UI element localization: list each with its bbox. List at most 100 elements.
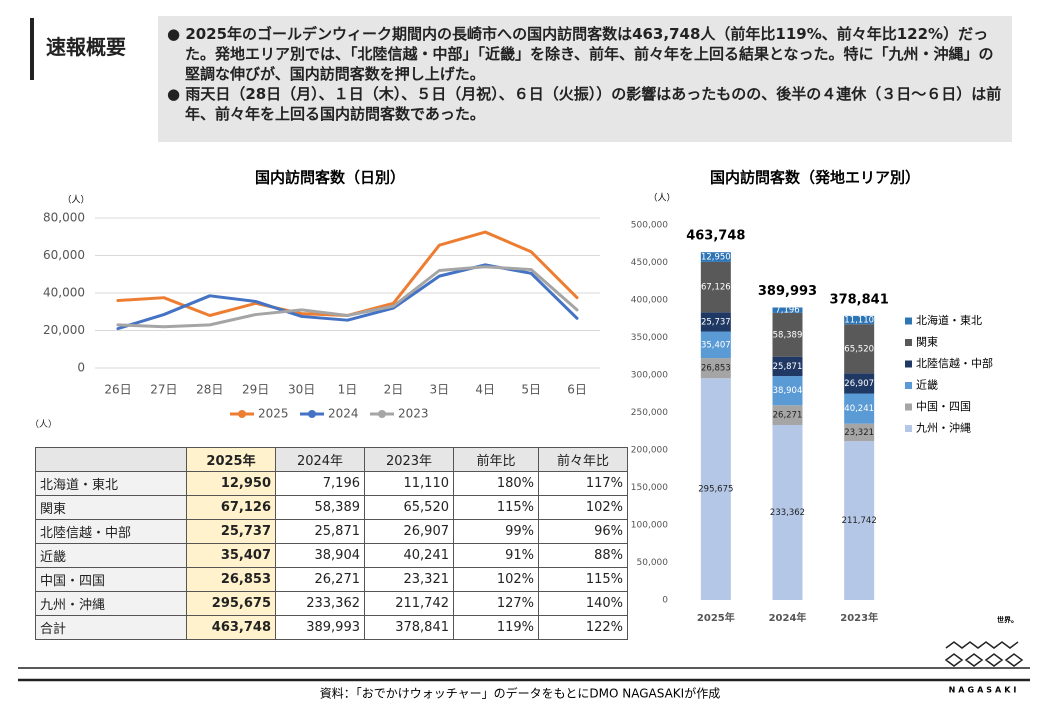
x-tick-label: 5日 [521,383,541,397]
x-tick-label: 2024年 [769,611,807,624]
table-cell: 関東 [35,495,187,520]
table-cell: 58,389 [275,495,365,520]
x-tick-label: 26日 [104,383,131,397]
legend-swatch [905,317,912,325]
legend-label: 近畿 [916,378,938,392]
bar-segment [700,331,731,359]
header-cell: 前年比 [453,447,539,472]
data-label: 65,520 [844,344,874,354]
legend-swatch [905,425,912,432]
table-row: 中国・四国 26,853 26,271 23,321 102% 115% [35,567,628,592]
bar-segment [700,312,731,332]
table-cell: 近畿 [35,543,187,568]
legend-label: 中国・四国 [916,400,971,413]
table-cell: 67,126 [186,495,276,520]
x-tick-label: 2025年 [697,611,735,624]
data-label: 11,110 [844,316,874,326]
axis-unit: （人） [648,193,675,204]
y-tick-label: 0 [77,361,85,375]
table-cell: 北海道・東北 [35,471,187,496]
bar-segment [844,441,875,600]
table-cell: 378,841 [364,615,454,640]
logo-text: NAGASAKI [949,686,1020,695]
table-cell: 389,993 [275,615,365,640]
table-row: 関東 67,126 58,389 65,520 115% 102% [35,495,628,520]
y-tick-label: 150,000 [631,483,668,493]
table-cell: 23,321 [364,567,454,592]
x-tick-label: 3日 [429,383,449,397]
data-label: 23,321 [844,428,874,438]
summary-box: 2025年のゴールデンウィーク期間内の長崎市への国内訪問客数は463,748人（… [158,16,1012,142]
table-cell: 211,742 [364,591,454,616]
legend-label: 2025 [258,407,289,421]
legend-label: 九州・沖縄 [916,421,971,435]
data-label: 26,907 [844,379,874,389]
chart-title: 国内訪問客数（日別） [255,169,405,187]
y-tick-label: 350,000 [631,333,668,343]
table-cell: 九州・沖縄 [35,591,187,616]
y-tick-label: 250,000 [631,408,668,418]
table-row: 合計 463,748 389,993 378,841 119% 122% [35,615,628,640]
line-series [116,230,579,317]
y-tick-label: 40,000 [43,286,85,300]
data-label: 26,853 [701,364,731,374]
y-tick-label: 400,000 [631,296,668,306]
bullet: 2025年のゴールデンウィーク期間内の長崎市への国内訪問客数は463,748人（… [167,24,1003,84]
table-cell: 35,407 [186,543,276,568]
y-tick-label: 60,000 [43,248,85,262]
data-label: 25,737 [701,317,731,327]
x-tick-label: 4日 [475,383,495,397]
bar-segment [772,356,803,377]
bar-segment [772,405,803,425]
x-tick-label: 27日 [150,383,177,397]
total-label: 378,841 [830,292,889,307]
data-label: 7,196 [775,306,799,316]
bar-segment [844,393,875,424]
table-cell: 463,748 [186,615,276,640]
y-tick-label: 450,000 [631,258,668,268]
logo-text: 世界。 [997,615,1018,624]
x-tick-label: 1日 [338,383,358,397]
x-tick-label: 30日 [288,383,315,397]
y-tick-label: 200,000 [631,446,668,456]
line-series [116,263,579,331]
table-cell: 115% [538,567,628,592]
table-cell: 127% [453,591,539,616]
table-cell: 25,737 [186,519,276,544]
data-label: 58,389 [773,330,803,340]
y-tick-label: 0 [662,596,668,606]
header-cell: 2023年 [364,447,454,472]
table-cell: 102% [538,495,628,520]
axis-unit: （人） [62,195,89,206]
header-cell: 2025年 [186,447,276,472]
legend-swatch [905,339,912,346]
table-row: 九州・沖縄 295,675 233,362 211,742 127% 140% [35,591,628,616]
data-label: 38,904 [773,386,803,396]
data-label: 35,407 [701,340,731,350]
table-cell: 88% [538,543,628,568]
legend-label: 2023 [398,407,429,421]
data-label: 295,675 [698,485,733,495]
x-tick-label: 6日 [567,383,587,397]
total-label: 389,993 [758,284,817,299]
y-tick-label: 80,000 [43,211,85,225]
bar-segment [844,315,875,325]
table-cell: 233,362 [275,591,365,616]
bar-segment [700,378,731,600]
line-series [116,265,579,329]
legend-swatch [905,403,912,411]
chart-title: 国内訪問客数（発地エリア別） [710,169,920,187]
table-cell: 25,871 [275,519,365,544]
header-row: 2025年 2024年 2023年 前年比 前々年比 [35,447,628,472]
table-cell: 295,675 [186,591,276,616]
legend-swatch [905,360,912,368]
y-tick-label: 20,000 [43,323,85,337]
table-cell: 11,110 [364,471,454,496]
source-note: 資料：「おでかけウォッチャー」のデータをもとにDMO NAGASAKIが作成 [320,686,720,701]
table-cell: 合計 [35,615,187,640]
table-cell: 117% [538,471,628,496]
bar-segment [700,358,731,379]
bar-segment [772,312,803,357]
